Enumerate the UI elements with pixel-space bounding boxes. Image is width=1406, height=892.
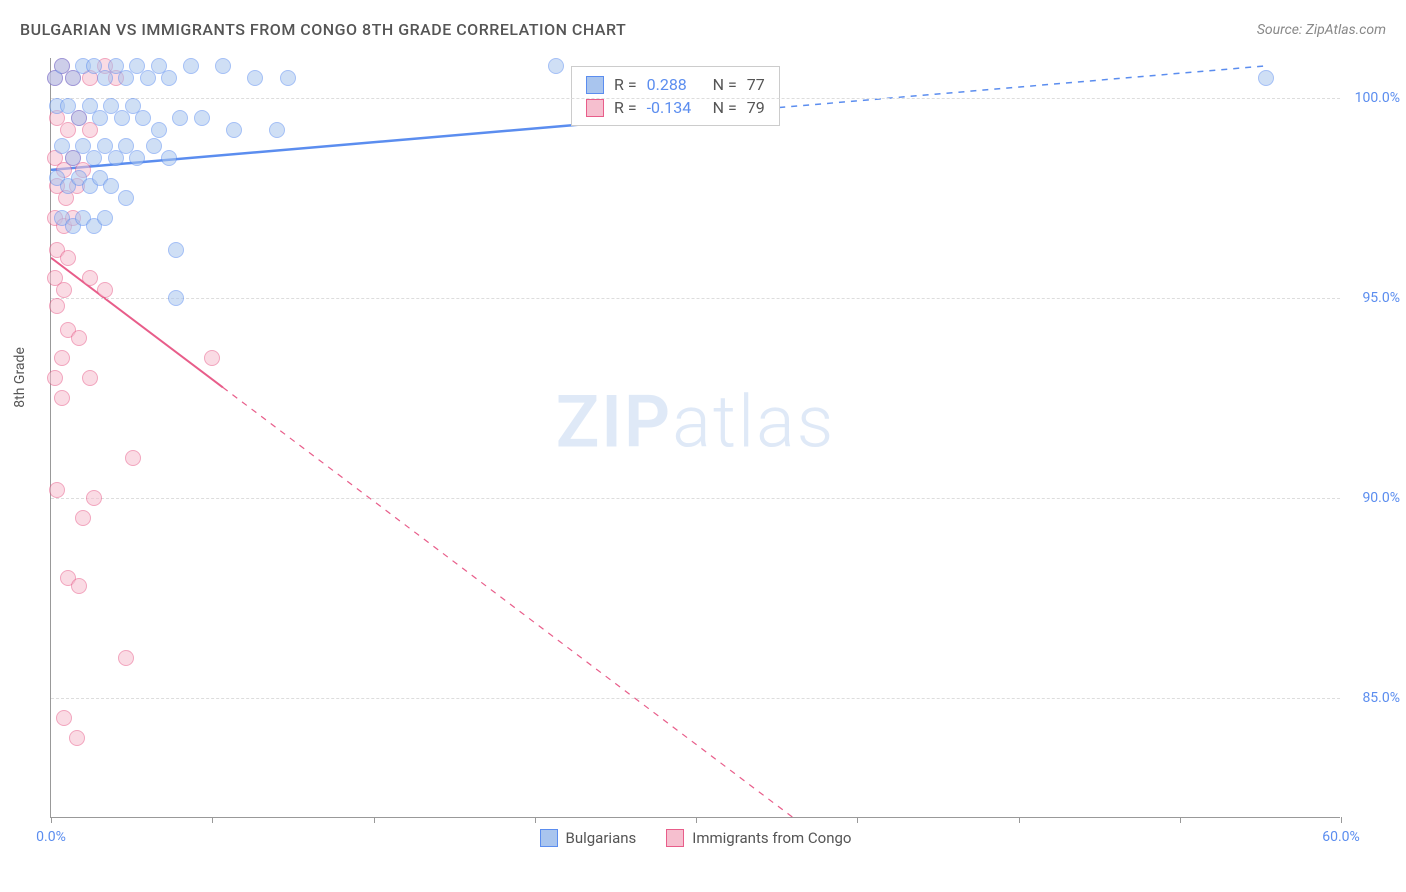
scatter-chart: ZIPatlas R =0.288N =77R =-0.134N =79 Bul… [50,58,1340,818]
scatter-point [86,490,102,506]
scatter-point [54,350,70,366]
stat-r-label: R = [614,98,637,117]
x-tick-label: 60.0% [1322,829,1360,845]
scatter-point [129,150,145,166]
scatter-point [118,190,134,206]
stat-n-value: 79 [747,98,765,117]
scatter-point [47,370,63,386]
legend-swatch [540,829,558,847]
legend-item: Immigrants from Congo [666,829,851,847]
scatter-point [49,298,65,314]
legend-swatch [666,829,684,847]
scatter-point [71,578,87,594]
scatter-point [54,390,70,406]
scatter-point [548,58,564,74]
scatter-point [56,710,72,726]
stat-n-label: N = [713,75,737,94]
scatter-point [269,122,285,138]
scatter-point [97,210,113,226]
gridline [51,498,1340,499]
legend-label: Immigrants from Congo [692,829,851,847]
legend-label: Bulgarians [566,829,637,847]
scatter-point [247,70,263,86]
legend-item: Bulgarians [540,829,637,847]
watermark-bold: ZIP [556,380,672,465]
x-tick [696,817,697,823]
trend-lines-svg [51,58,1340,817]
scatter-point [71,330,87,346]
chart-title: BULGARIAN VS IMMIGRANTS FROM CONGO 8TH G… [20,20,626,39]
watermark: ZIPatlas [556,380,836,465]
scatter-point [161,70,177,86]
scatter-point [146,138,162,154]
scatter-point [135,110,151,126]
scatter-point [97,282,113,298]
scatter-point [215,58,231,74]
chart-legend: Bulgarians Immigrants from Congo [540,829,852,847]
chart-header: BULGARIAN VS IMMIGRANTS FROM CONGO 8TH G… [0,0,1406,49]
scatter-point [82,270,98,286]
watermark-rest: atlas [672,380,835,465]
scatter-point [161,150,177,166]
scatter-point [183,58,199,74]
x-tick [857,817,858,823]
stat-r-value: 0.288 [647,75,703,94]
correlation-stat-box: R = 0.288 N = 77 R = -0.134 N = 79 [571,66,780,126]
x-tick [535,817,536,823]
y-tick-label: 95.0% [1345,290,1400,306]
trend-line-dashed [223,387,803,817]
scatter-point [204,350,220,366]
scatter-point [194,110,210,126]
x-tick [374,817,375,823]
stat-swatch [586,76,604,94]
scatter-point [151,122,167,138]
scatter-point [56,282,72,298]
scatter-point [69,730,85,746]
gridline [51,698,1340,699]
stat-row: R = -0.134 N = 79 [586,96,765,119]
x-tick [1019,817,1020,823]
scatter-point [172,110,188,126]
y-axis-label: 8th Grade [12,347,28,408]
y-tick-label: 90.0% [1345,490,1400,506]
gridline [51,98,1340,99]
scatter-point [118,650,134,666]
scatter-point [125,450,141,466]
scatter-point [60,250,76,266]
x-tick [51,817,52,823]
stat-r-value: -0.134 [647,98,703,117]
x-tick [212,817,213,823]
x-tick-label: 0.0% [36,829,66,845]
stat-n-value: 77 [747,75,765,94]
scatter-point [103,178,119,194]
stat-swatch [586,99,604,117]
scatter-point [75,510,91,526]
scatter-point [1258,70,1274,86]
y-tick-label: 100.0% [1345,90,1400,106]
stat-row: R = 0.288 N = 77 [586,73,765,96]
gridline [51,298,1340,299]
scatter-point [82,370,98,386]
trend-line-solid [51,258,223,388]
x-tick [1180,817,1181,823]
scatter-point [226,122,242,138]
x-tick [1341,817,1342,823]
y-tick-label: 85.0% [1345,690,1400,706]
scatter-point [280,70,296,86]
scatter-point [49,482,65,498]
stat-r-label: R = [614,75,637,94]
scatter-point [168,290,184,306]
chart-source: Source: ZipAtlas.com [1257,22,1386,38]
stat-n-label: N = [713,98,737,117]
scatter-point [168,242,184,258]
